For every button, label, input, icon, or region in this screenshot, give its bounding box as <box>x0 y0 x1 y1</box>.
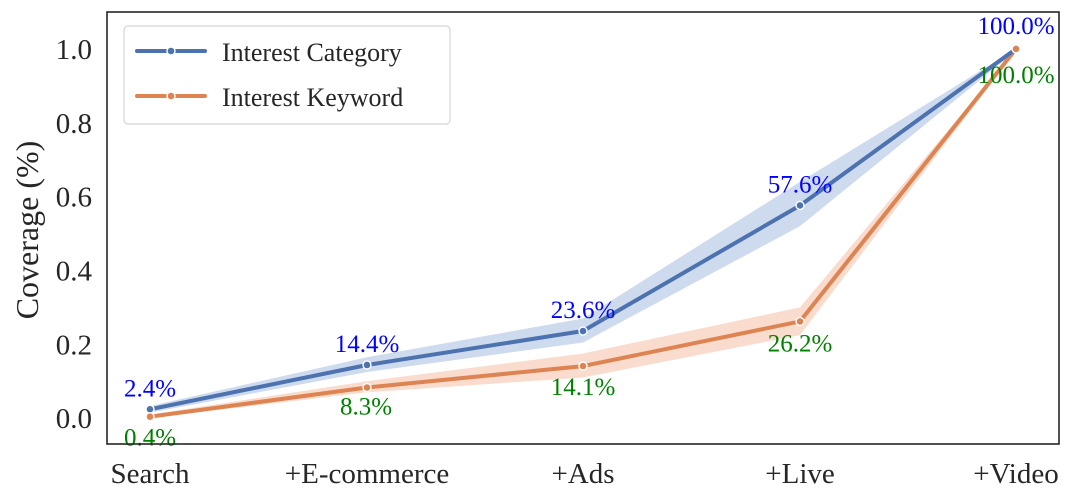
x-tick-label: +Ads <box>551 458 614 490</box>
legend: Interest Category Interest Keyword <box>123 25 451 125</box>
data-label-interest-keyword: 0.4% <box>124 425 176 452</box>
y-tick-label: 1.0 <box>56 34 92 66</box>
x-axis-ticks: Search +E-commerce +Ads +Live +Video <box>111 458 1059 490</box>
data-label-interest-category: 100.0% <box>977 13 1054 40</box>
y-tick-label: 0.4 <box>56 255 93 287</box>
y-tick-label: 0.6 <box>56 182 92 214</box>
data-label-interest-category: 57.6% <box>768 171 833 198</box>
data-point <box>145 411 155 422</box>
legend-marker-interest-keyword <box>166 91 176 101</box>
series-markers <box>145 44 1021 422</box>
confidence-band-interest-category <box>150 48 1016 413</box>
y-tick-label: 0.8 <box>56 108 92 140</box>
data-labels: 2.4% 14.4% 23.6% 57.6% 100.0% 0.4% 8.3% 14.1% 26… <box>124 13 1055 452</box>
data-point <box>1011 44 1021 54</box>
data-point <box>795 200 805 211</box>
data-label-interest-category: 2.4% <box>124 375 176 402</box>
data-point <box>578 361 588 371</box>
y-tick-label: 0.2 <box>56 329 92 361</box>
plot-frame <box>106 11 1060 445</box>
data-point <box>795 316 805 327</box>
y-axis-label: Coverage (%) <box>9 141 45 320</box>
data-label-interest-keyword: 26.2% <box>768 330 833 357</box>
data-label-interest-keyword: 14.1% <box>551 374 616 401</box>
y-tick-label: 0.0 <box>56 403 92 435</box>
data-point <box>362 382 372 393</box>
x-tick-label: Search <box>111 458 190 490</box>
data-label-interest-keyword: 100.0% <box>977 62 1054 89</box>
x-tick-label: +Video <box>973 458 1059 490</box>
legend-marker-interest-category <box>166 46 176 56</box>
data-label-interest-category: 14.4% <box>335 331 400 358</box>
y-axis-ticks: 0.0 0.2 0.4 0.6 0.8 1.0 <box>56 34 93 435</box>
data-label-interest-category: 23.6% <box>551 297 616 324</box>
legend-label-interest-category: Interest Category <box>222 38 402 67</box>
legend-label-interest-keyword: Interest Keyword <box>222 83 403 112</box>
x-tick-label: +Live <box>765 458 835 490</box>
data-point <box>578 326 588 336</box>
data-point <box>362 360 372 370</box>
x-tick-label: +E-commerce <box>285 458 449 490</box>
data-label-interest-keyword: 8.3% <box>340 394 392 421</box>
